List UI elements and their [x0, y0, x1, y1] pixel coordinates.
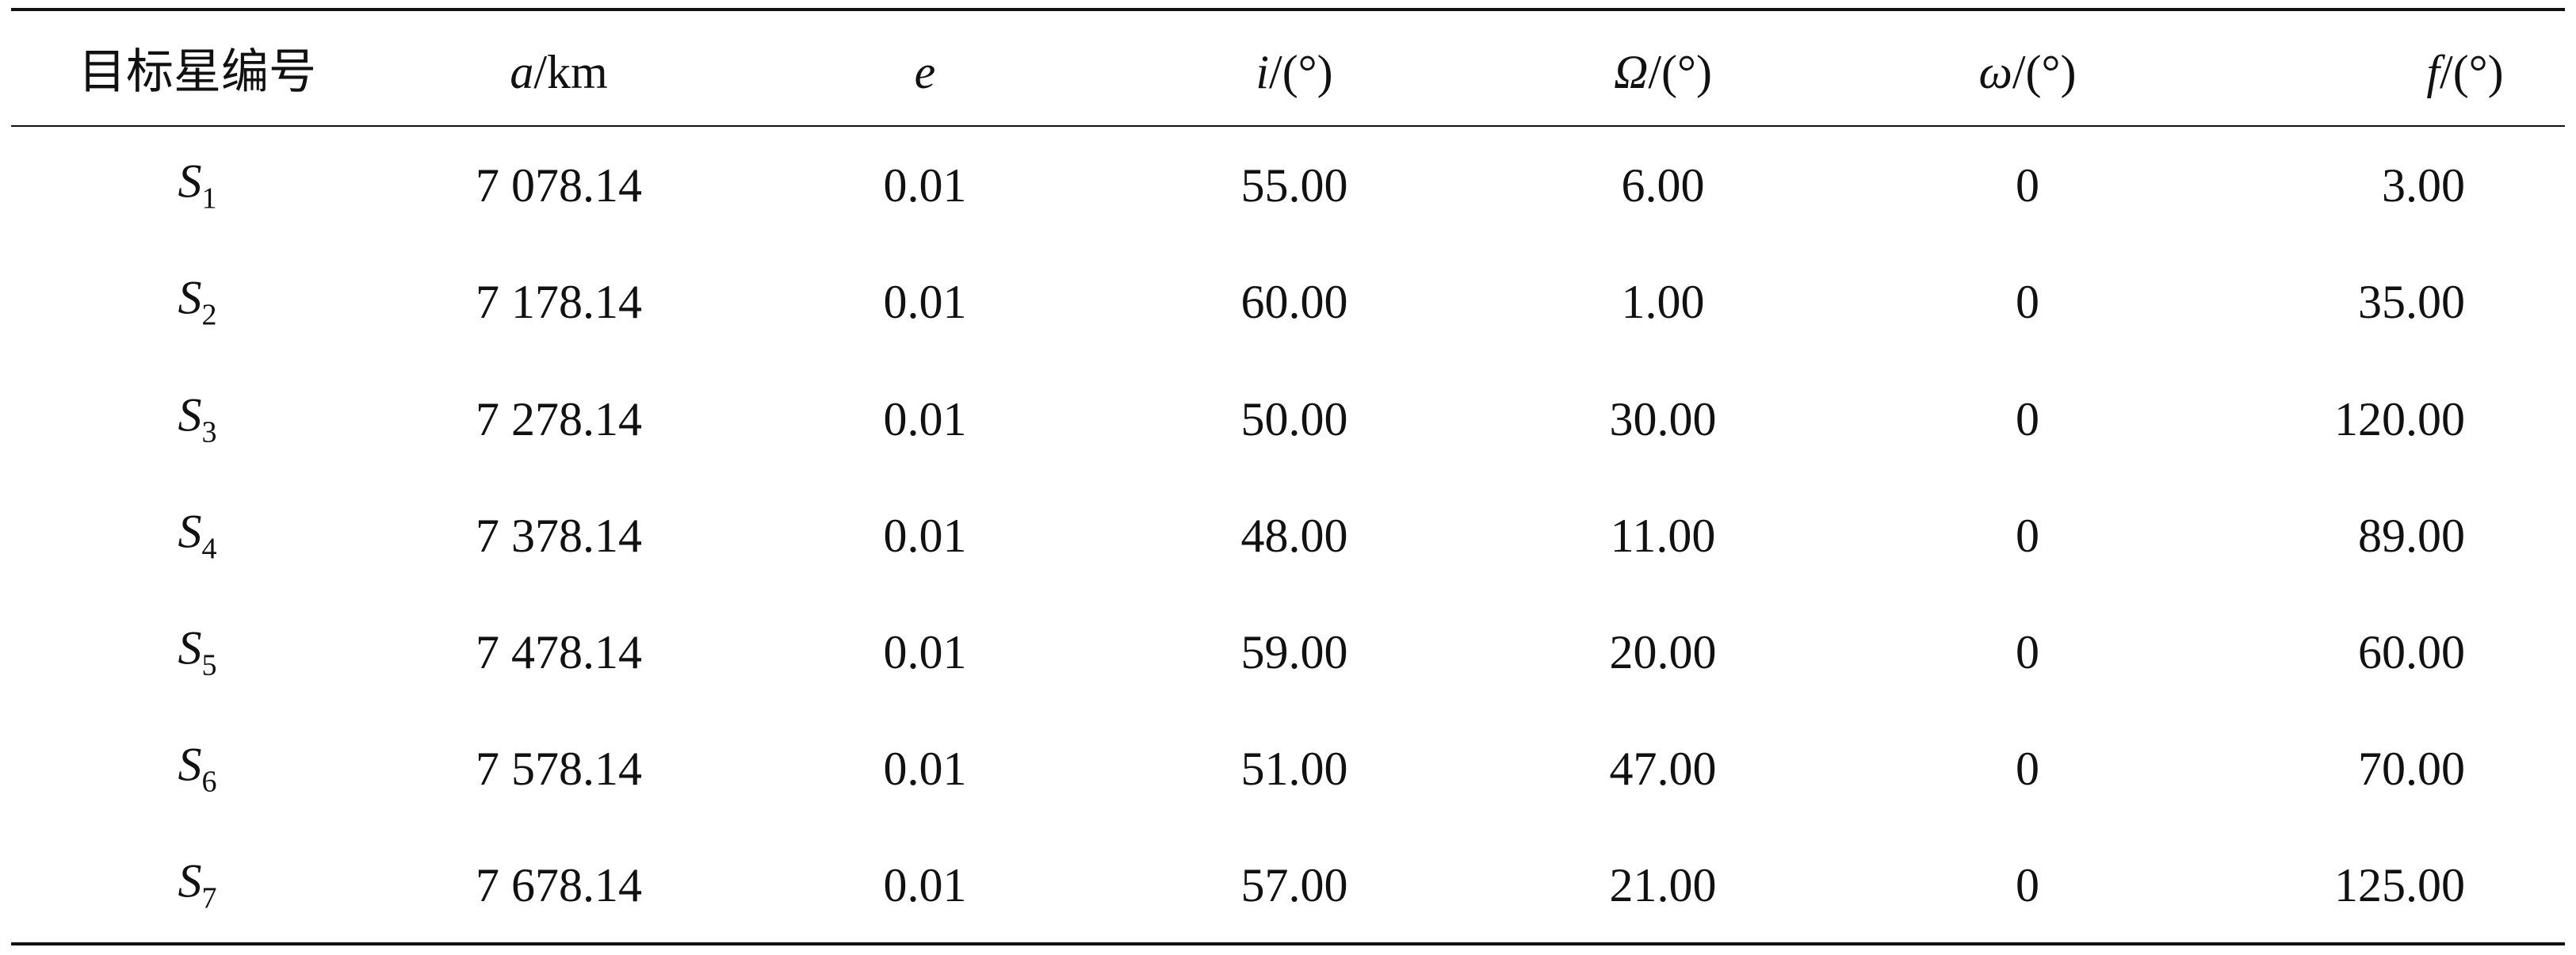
- unit: /(°): [1269, 46, 1333, 98]
- table-cell: S4: [178, 508, 217, 564]
- table-cell: 0: [2016, 743, 2039, 795]
- table-cell: 0: [2016, 859, 2039, 911]
- table-cell: S3: [178, 392, 217, 448]
- subscript: 4: [201, 532, 217, 566]
- table-cell: 60.00: [2358, 626, 2465, 678]
- table-cell: S2: [178, 274, 217, 330]
- table-cell: S5: [178, 625, 217, 681]
- table-cell: 0.01: [883, 743, 967, 795]
- subscript: 7: [201, 881, 217, 915]
- table-cell: 7 078.14: [476, 159, 642, 212]
- table-cell: 0.01: [883, 510, 967, 562]
- subscript: 1: [201, 181, 217, 216]
- unit: /(°): [2440, 46, 2504, 98]
- symbol: S: [178, 621, 202, 674]
- table-cell: 6.00: [1621, 159, 1705, 212]
- symbol: S: [178, 388, 202, 441]
- table-cell: 35.00: [2358, 276, 2465, 328]
- table-cell: S1: [178, 158, 217, 214]
- table-cell: 70.00: [2358, 743, 2465, 795]
- header-cell: Ω/(°): [1614, 48, 1712, 96]
- table-cell: 7 478.14: [476, 626, 642, 678]
- table-cell: 60.00: [1240, 276, 1348, 328]
- symbol: Ω: [1613, 46, 1649, 98]
- table-cell: 7 278.14: [476, 393, 642, 445]
- table-cell: 51.00: [1240, 743, 1348, 795]
- symbol: S: [178, 505, 202, 558]
- table-cell: 11.00: [1610, 510, 1716, 562]
- table-cell: 0: [2016, 510, 2039, 562]
- table-cell: 0.01: [883, 393, 967, 445]
- table-cell: 120.00: [2334, 393, 2465, 445]
- table-cell: 0: [2016, 159, 2039, 212]
- table-cell: 7 178.14: [476, 276, 642, 328]
- table-cell: 47.00: [1609, 743, 1717, 795]
- table-cell: 50.00: [1240, 393, 1348, 445]
- table-cell: 57.00: [1240, 859, 1348, 911]
- subscript: 3: [201, 415, 217, 449]
- header-cell: 目标星编号: [78, 46, 316, 98]
- header-cell: f/(°): [2426, 48, 2503, 96]
- table-cell: 7 678.14: [476, 859, 642, 911]
- unit: /(°): [2012, 46, 2077, 98]
- table-cell: 59.00: [1240, 626, 1348, 678]
- table-cell: 7 378.14: [476, 510, 642, 562]
- unit: /(°): [1648, 46, 1713, 98]
- header-cell: e: [915, 48, 936, 96]
- symbol: S: [178, 738, 202, 791]
- header-cell: a/km: [510, 48, 607, 96]
- table-cell: 21.00: [1609, 859, 1717, 911]
- symbol: i: [1256, 46, 1270, 98]
- header-rule: [11, 125, 2565, 127]
- table-cell: 48.00: [1240, 510, 1348, 562]
- table-cell: 0.01: [883, 276, 967, 328]
- symbol: S: [178, 854, 202, 907]
- table-cell: 7 578.14: [476, 743, 642, 795]
- subscript: 6: [201, 765, 217, 799]
- subscript: 5: [201, 648, 217, 682]
- symbol: ω: [1978, 46, 2012, 98]
- table-cell: S7: [178, 858, 217, 914]
- table-cell: 0: [2016, 393, 2039, 445]
- unit: /km: [533, 46, 608, 98]
- table-cell: 0: [2016, 276, 2039, 328]
- table-cell: 3.00: [2382, 159, 2465, 212]
- table-cell: 0.01: [883, 859, 967, 911]
- table-cell: 125.00: [2334, 859, 2465, 911]
- table-cell: 1.00: [1621, 276, 1705, 328]
- top-rule: [11, 8, 2565, 11]
- symbol: a: [510, 46, 534, 98]
- symbol: S: [178, 271, 202, 324]
- bottom-rule: [11, 942, 2565, 945]
- table-cell: 0.01: [883, 626, 967, 678]
- table-cell: 89.00: [2358, 510, 2465, 562]
- table-cell: 30.00: [1609, 393, 1717, 445]
- symbol: f: [2426, 46, 2440, 98]
- table-cell: 0.01: [883, 159, 967, 212]
- header-cell: ω/(°): [1979, 48, 2077, 96]
- header-cell: i/(°): [1256, 48, 1332, 96]
- table-cell: 55.00: [1240, 159, 1348, 212]
- symbol: S: [178, 155, 202, 208]
- subscript: 2: [201, 298, 217, 332]
- table-cell: 20.00: [1609, 626, 1717, 678]
- table-cell: S6: [178, 741, 217, 797]
- symbol: e: [914, 46, 936, 98]
- table-cell: 0: [2016, 626, 2039, 678]
